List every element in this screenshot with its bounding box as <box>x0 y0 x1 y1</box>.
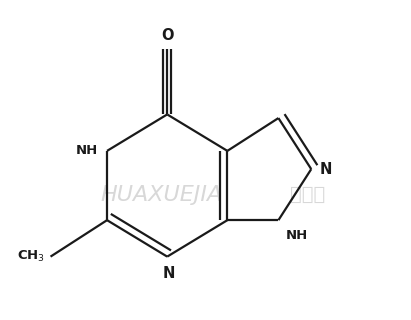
Text: 化学加: 化学加 <box>290 185 325 204</box>
Text: HUAXUEJIA: HUAXUEJIA <box>101 185 223 204</box>
Text: NH: NH <box>286 229 308 242</box>
Text: CH$_3$: CH$_3$ <box>17 249 45 264</box>
Text: NH: NH <box>76 144 98 157</box>
Text: N: N <box>319 162 332 177</box>
Text: O: O <box>161 28 173 43</box>
Text: N: N <box>163 266 175 281</box>
